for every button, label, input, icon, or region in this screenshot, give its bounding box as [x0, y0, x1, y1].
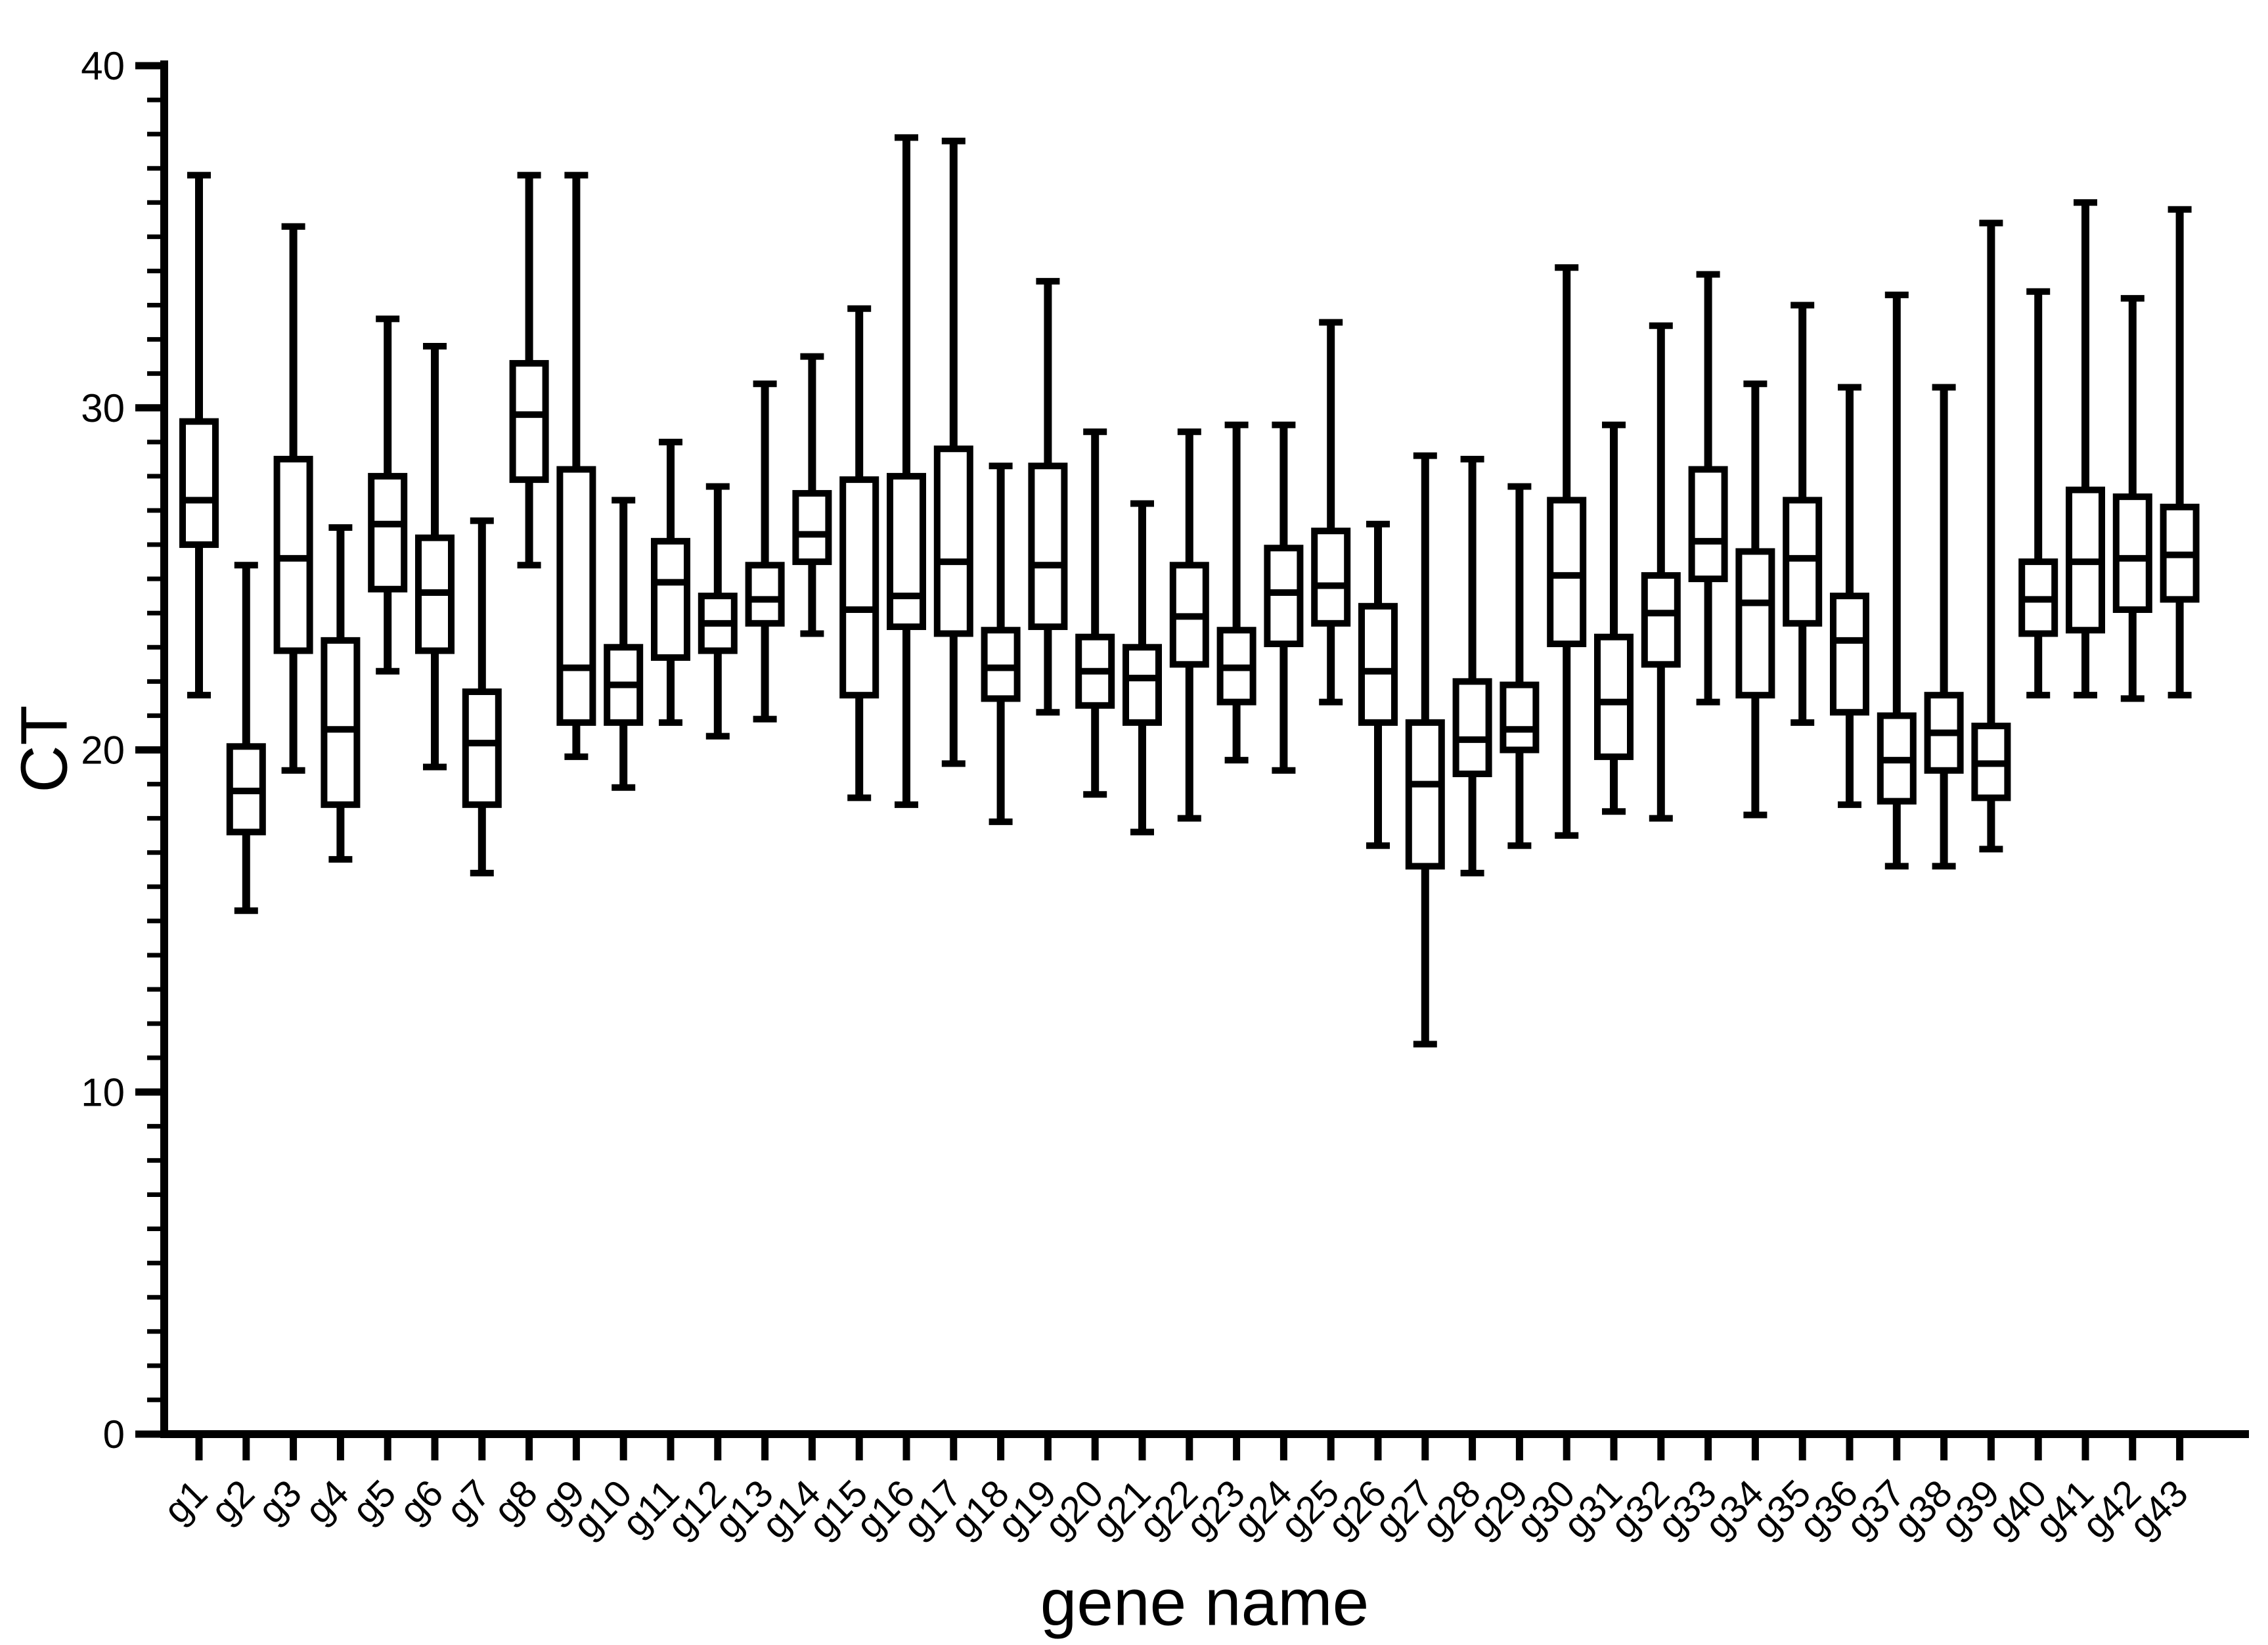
box-g16 — [887, 134, 926, 808]
box-g24 — [1264, 421, 1304, 774]
box-g2 — [226, 562, 266, 914]
y-tick-label-30: 30 — [81, 386, 125, 430]
iqr-box — [839, 476, 879, 699]
box-g39 — [1971, 219, 2011, 853]
iqr-box — [179, 418, 219, 549]
iqr-box — [1452, 678, 1492, 777]
iqr-box — [651, 537, 690, 661]
iqr-box — [1641, 572, 1681, 668]
box-g14 — [792, 353, 832, 637]
box-g9 — [556, 171, 596, 760]
iqr-box — [1123, 644, 1162, 726]
box-g28 — [1452, 455, 1492, 876]
box-g23 — [1216, 421, 1256, 764]
box-g30 — [1547, 264, 1587, 839]
iqr-box — [981, 627, 1021, 702]
box-g6 — [415, 343, 455, 771]
iqr-box — [1311, 528, 1351, 627]
y-tick-label-20: 20 — [81, 729, 125, 773]
iqr-box — [1594, 633, 1634, 760]
box-g21 — [1123, 500, 1162, 836]
box-g41 — [2066, 199, 2105, 699]
box-g38 — [1924, 384, 1964, 870]
iqr-box — [368, 472, 408, 593]
iqr-box — [887, 472, 926, 631]
box-g42 — [2112, 295, 2152, 702]
iqr-box — [792, 489, 832, 566]
box-g36 — [1830, 384, 1869, 808]
box-g40 — [2018, 288, 2058, 699]
box-g43 — [2160, 206, 2200, 699]
box-g20 — [1075, 428, 1115, 798]
iqr-box — [1264, 545, 1304, 648]
box-g37 — [1877, 291, 1917, 870]
iqr-box — [273, 455, 313, 654]
box-g19 — [1028, 278, 1068, 716]
box-g32 — [1641, 322, 1681, 822]
box-g33 — [1688, 271, 1728, 706]
box-g11 — [651, 438, 690, 726]
box-g8 — [509, 171, 549, 569]
iqr-box — [1735, 548, 1775, 699]
iqr-box — [1547, 497, 1587, 648]
y-tick-label-0: 0 — [103, 1412, 125, 1456]
box-g25 — [1311, 319, 1351, 706]
iqr-box — [509, 360, 549, 484]
box-g34 — [1735, 380, 1775, 819]
x-axis-title: gene name — [1040, 1566, 1369, 1640]
box-g35 — [1783, 302, 1823, 726]
iqr-box — [1405, 719, 1445, 870]
box-g5 — [368, 315, 408, 675]
box-g10 — [604, 497, 644, 791]
y-tick-label-10: 10 — [81, 1070, 125, 1114]
iqr-box — [1783, 497, 1823, 627]
iqr-box — [745, 562, 785, 627]
box-g7 — [462, 517, 502, 876]
iqr-box — [1500, 681, 1540, 754]
box-g13 — [745, 380, 785, 723]
box-g26 — [1358, 520, 1398, 849]
iqr-box — [1688, 466, 1728, 583]
box-g31 — [1594, 421, 1634, 815]
iqr-box — [556, 466, 596, 726]
box-g17 — [933, 137, 973, 767]
iqr-box — [462, 688, 502, 808]
y-axis-title: CT — [7, 705, 81, 793]
box-g15 — [839, 305, 879, 801]
box-g4 — [321, 524, 361, 863]
x-tick-label-g43: g43 — [2121, 1472, 2196, 1546]
box-g27 — [1405, 452, 1445, 1048]
box-g22 — [1169, 428, 1209, 822]
iqr-box — [933, 445, 973, 637]
box-g3 — [273, 223, 313, 774]
iqr-box — [1830, 593, 1869, 716]
box-g1 — [179, 171, 219, 699]
iqr-box — [1028, 462, 1068, 631]
iqr-box — [2112, 493, 2152, 613]
box-g12 — [698, 483, 738, 740]
iqr-box — [321, 637, 361, 808]
iqr-box — [1358, 602, 1398, 726]
box-g18 — [981, 462, 1021, 825]
y-tick-label-40: 40 — [81, 44, 125, 88]
box-g29 — [1500, 483, 1540, 849]
